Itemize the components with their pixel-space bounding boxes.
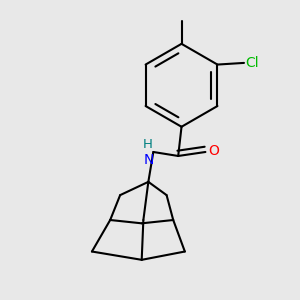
Text: N: N bbox=[144, 153, 154, 167]
Text: O: O bbox=[208, 144, 219, 158]
Text: Cl: Cl bbox=[246, 56, 259, 70]
Text: H: H bbox=[143, 138, 153, 151]
